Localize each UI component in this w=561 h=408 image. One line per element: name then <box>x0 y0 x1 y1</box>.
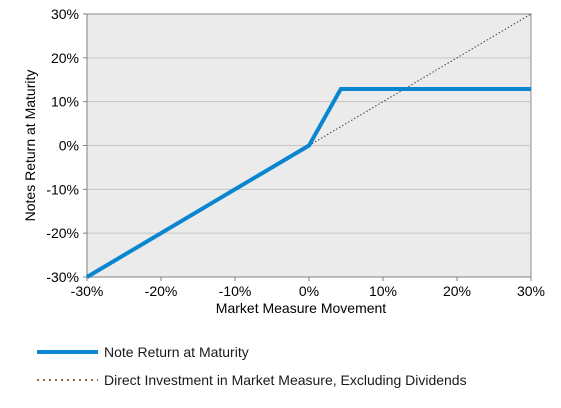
legend-item-direct-investment: Direct Investment in Market Measure, Exc… <box>34 370 554 390</box>
legend-label-note-return: Note Return at Maturity <box>104 344 249 360</box>
x-tick-label: -20% <box>145 283 178 299</box>
legend-swatch-direct-investment <box>37 379 98 381</box>
y-tick-label: -30% <box>46 269 79 285</box>
series-note-return-line <box>85 87 531 279</box>
series-direct-investment-line <box>308 13 532 146</box>
x-tick-label: -10% <box>219 283 252 299</box>
y-axis-title: Notes Return at Maturity <box>22 70 38 222</box>
x-tick-label: 10% <box>369 283 397 299</box>
y-tick-label: -10% <box>46 181 79 197</box>
legend-item-note-return: Note Return at Maturity <box>34 342 554 362</box>
x-tick-label: 30% <box>517 283 545 299</box>
y-tick-label: 10% <box>51 94 79 110</box>
x-tick-label: -30% <box>71 283 104 299</box>
legend-swatch-note-return <box>37 350 98 354</box>
x-axis-title: Market Measure Movement <box>216 300 387 316</box>
y-tick-label: 0% <box>59 138 79 154</box>
y-tick-label: 20% <box>51 50 79 66</box>
y-tick-label: -20% <box>46 225 79 241</box>
y-tick-label: 30% <box>51 6 79 22</box>
x-tick-label: 0% <box>299 283 319 299</box>
x-tick-label: 20% <box>443 283 471 299</box>
legend-label-direct-investment: Direct Investment in Market Measure, Exc… <box>104 372 467 388</box>
payoff-chart: -30% -20% -10% 0% 10% 20% 30% -30% -20% -10% 0% 10%… <box>22 6 545 316</box>
